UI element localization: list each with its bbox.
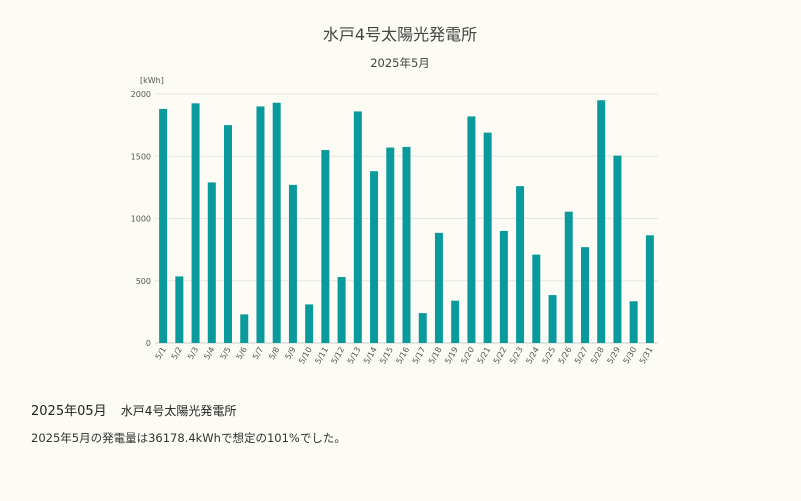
- bar-5-10[interactable]: [305, 304, 314, 343]
- x-tick-label: 5/3: [186, 346, 200, 362]
- bar-5-20[interactable]: [467, 116, 476, 343]
- y-tick-label: 1000: [131, 215, 151, 224]
- summary-heading: 2025年05月 水戸4号太陽光発電所: [31, 400, 236, 419]
- x-tick-label: 5/1: [154, 346, 168, 362]
- bar-5-6[interactable]: [240, 314, 249, 343]
- bar-5-18[interactable]: [434, 232, 443, 343]
- bar-5-23[interactable]: [516, 186, 525, 343]
- bar-5-9[interactable]: [288, 184, 297, 343]
- x-tick-label: 5/31: [638, 346, 655, 366]
- bar-5-19[interactable]: [451, 300, 460, 343]
- x-axis-ticks: 5/1 5/2 5/3 5/4 5/5 5/6 5/7 5/8 5/9 5/10 5/11 5/12 5…: [154, 346, 655, 366]
- bar-5-5[interactable]: [224, 125, 233, 343]
- x-tick-label: 5/14: [362, 346, 379, 366]
- x-tick-label: 5/28: [589, 346, 606, 366]
- x-tick-label: 5/22: [492, 346, 509, 366]
- y-axis-ticks: 0 500 1000 1500 2000: [131, 90, 151, 348]
- bar-5-28[interactable]: [597, 100, 606, 343]
- bar-5-14[interactable]: [370, 171, 379, 343]
- chart-subtitle: 2025年5月: [370, 56, 430, 70]
- summary-text: 2025年5月の発電量は36178.4kWhで想定の101%でした。: [31, 431, 346, 445]
- x-tick-label: 5/8: [267, 346, 281, 362]
- x-tick-label: 5/4: [202, 346, 216, 362]
- y-tick-label: 0: [146, 339, 151, 348]
- bar-5-31[interactable]: [645, 235, 654, 343]
- summary-plant-name: 水戸4号太陽光発電所: [120, 404, 237, 418]
- bars-group: [159, 100, 654, 344]
- x-tick-label: 5/26: [557, 346, 574, 366]
- x-tick-label: 5/6: [235, 346, 249, 362]
- x-tick-label: 5/12: [330, 346, 347, 366]
- x-tick-label: 5/5: [219, 346, 233, 362]
- bar-5-29[interactable]: [613, 155, 622, 343]
- x-tick-label: 5/2: [170, 346, 184, 362]
- x-tick-label: 5/15: [378, 346, 395, 366]
- chart-title: 水戸4号太陽光発電所: [323, 25, 477, 44]
- generation-bar-chart: 水戸4号太陽光発電所 2025年5月 [kWh] 0 500 1000 1500 200…: [131, 25, 658, 366]
- bar-5-26[interactable]: [564, 211, 573, 343]
- bar-5-7[interactable]: [256, 106, 265, 343]
- bar-5-16[interactable]: [402, 146, 411, 343]
- bar-5-21[interactable]: [483, 132, 492, 343]
- x-tick-label: 5/11: [313, 346, 330, 366]
- bar-5-25[interactable]: [548, 295, 557, 343]
- x-tick-label: 5/10: [297, 346, 314, 366]
- y-tick-label: 2000: [131, 90, 151, 99]
- bar-5-4[interactable]: [207, 182, 216, 343]
- x-tick-label: 5/9: [283, 346, 297, 362]
- bar-5-1[interactable]: [159, 108, 168, 343]
- x-tick-label: 5/29: [605, 346, 622, 366]
- x-tick-label: 5/19: [443, 346, 460, 366]
- y-tick-label: 1500: [131, 152, 151, 161]
- x-tick-label: 5/23: [508, 346, 525, 366]
- bar-5-17[interactable]: [418, 313, 427, 343]
- bar-5-12[interactable]: [337, 277, 346, 343]
- x-tick-label: 5/20: [459, 346, 476, 366]
- bar-5-13[interactable]: [353, 111, 362, 344]
- summary-month: 2025年05月: [31, 404, 107, 419]
- x-tick-label: 5/16: [394, 346, 411, 366]
- bar-5-8[interactable]: [272, 102, 281, 343]
- bar-5-3[interactable]: [191, 103, 200, 344]
- x-tick-label: 5/24: [524, 346, 541, 366]
- x-tick-label: 5/25: [540, 346, 557, 366]
- x-tick-label: 5/30: [622, 346, 639, 366]
- bar-5-15[interactable]: [386, 147, 395, 343]
- x-tick-label: 5/7: [251, 346, 265, 362]
- bar-5-27[interactable]: [580, 247, 589, 343]
- x-tick-label: 5/21: [476, 346, 493, 366]
- bar-5-22[interactable]: [499, 230, 508, 343]
- bar-5-24[interactable]: [532, 254, 541, 343]
- x-tick-label: 5/17: [411, 346, 428, 366]
- bar-5-2[interactable]: [175, 276, 184, 343]
- bar-5-30[interactable]: [629, 301, 638, 343]
- x-tick-label: 5/18: [427, 346, 444, 366]
- x-tick-label: 5/13: [346, 346, 363, 366]
- bar-5-11[interactable]: [321, 150, 330, 343]
- y-axis-unit-label: [kWh]: [140, 76, 164, 85]
- y-tick-label: 500: [136, 277, 151, 286]
- x-tick-label: 5/27: [573, 346, 590, 366]
